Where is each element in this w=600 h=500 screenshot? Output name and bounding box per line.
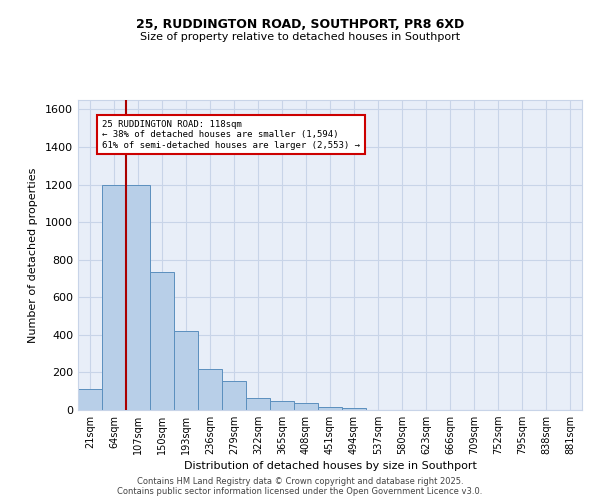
Bar [294, 404, 318, 410]
Bar [246, 398, 270, 410]
Bar [174, 331, 198, 410]
Bar [198, 368, 222, 410]
Bar [150, 272, 174, 410]
X-axis label: Distribution of detached houses by size in Southport: Distribution of detached houses by size … [184, 462, 476, 471]
Bar [126, 186, 150, 410]
Bar [318, 407, 342, 410]
Bar [342, 408, 366, 410]
Bar [102, 186, 126, 410]
Text: 25 RUDDINGTON ROAD: 118sqm
← 38% of detached houses are smaller (1,594)
61% of s: 25 RUDDINGTON ROAD: 118sqm ← 38% of deta… [102, 120, 360, 150]
Y-axis label: Number of detached properties: Number of detached properties [28, 168, 38, 342]
Text: Size of property relative to detached houses in Southport: Size of property relative to detached ho… [140, 32, 460, 42]
Text: Contains public sector information licensed under the Open Government Licence v3: Contains public sector information licen… [118, 488, 482, 496]
Bar [222, 381, 246, 410]
Text: 25, RUDDINGTON ROAD, SOUTHPORT, PR8 6XD: 25, RUDDINGTON ROAD, SOUTHPORT, PR8 6XD [136, 18, 464, 30]
Text: Contains HM Land Registry data © Crown copyright and database right 2025.: Contains HM Land Registry data © Crown c… [137, 478, 463, 486]
Bar [78, 390, 102, 410]
Bar [270, 400, 294, 410]
